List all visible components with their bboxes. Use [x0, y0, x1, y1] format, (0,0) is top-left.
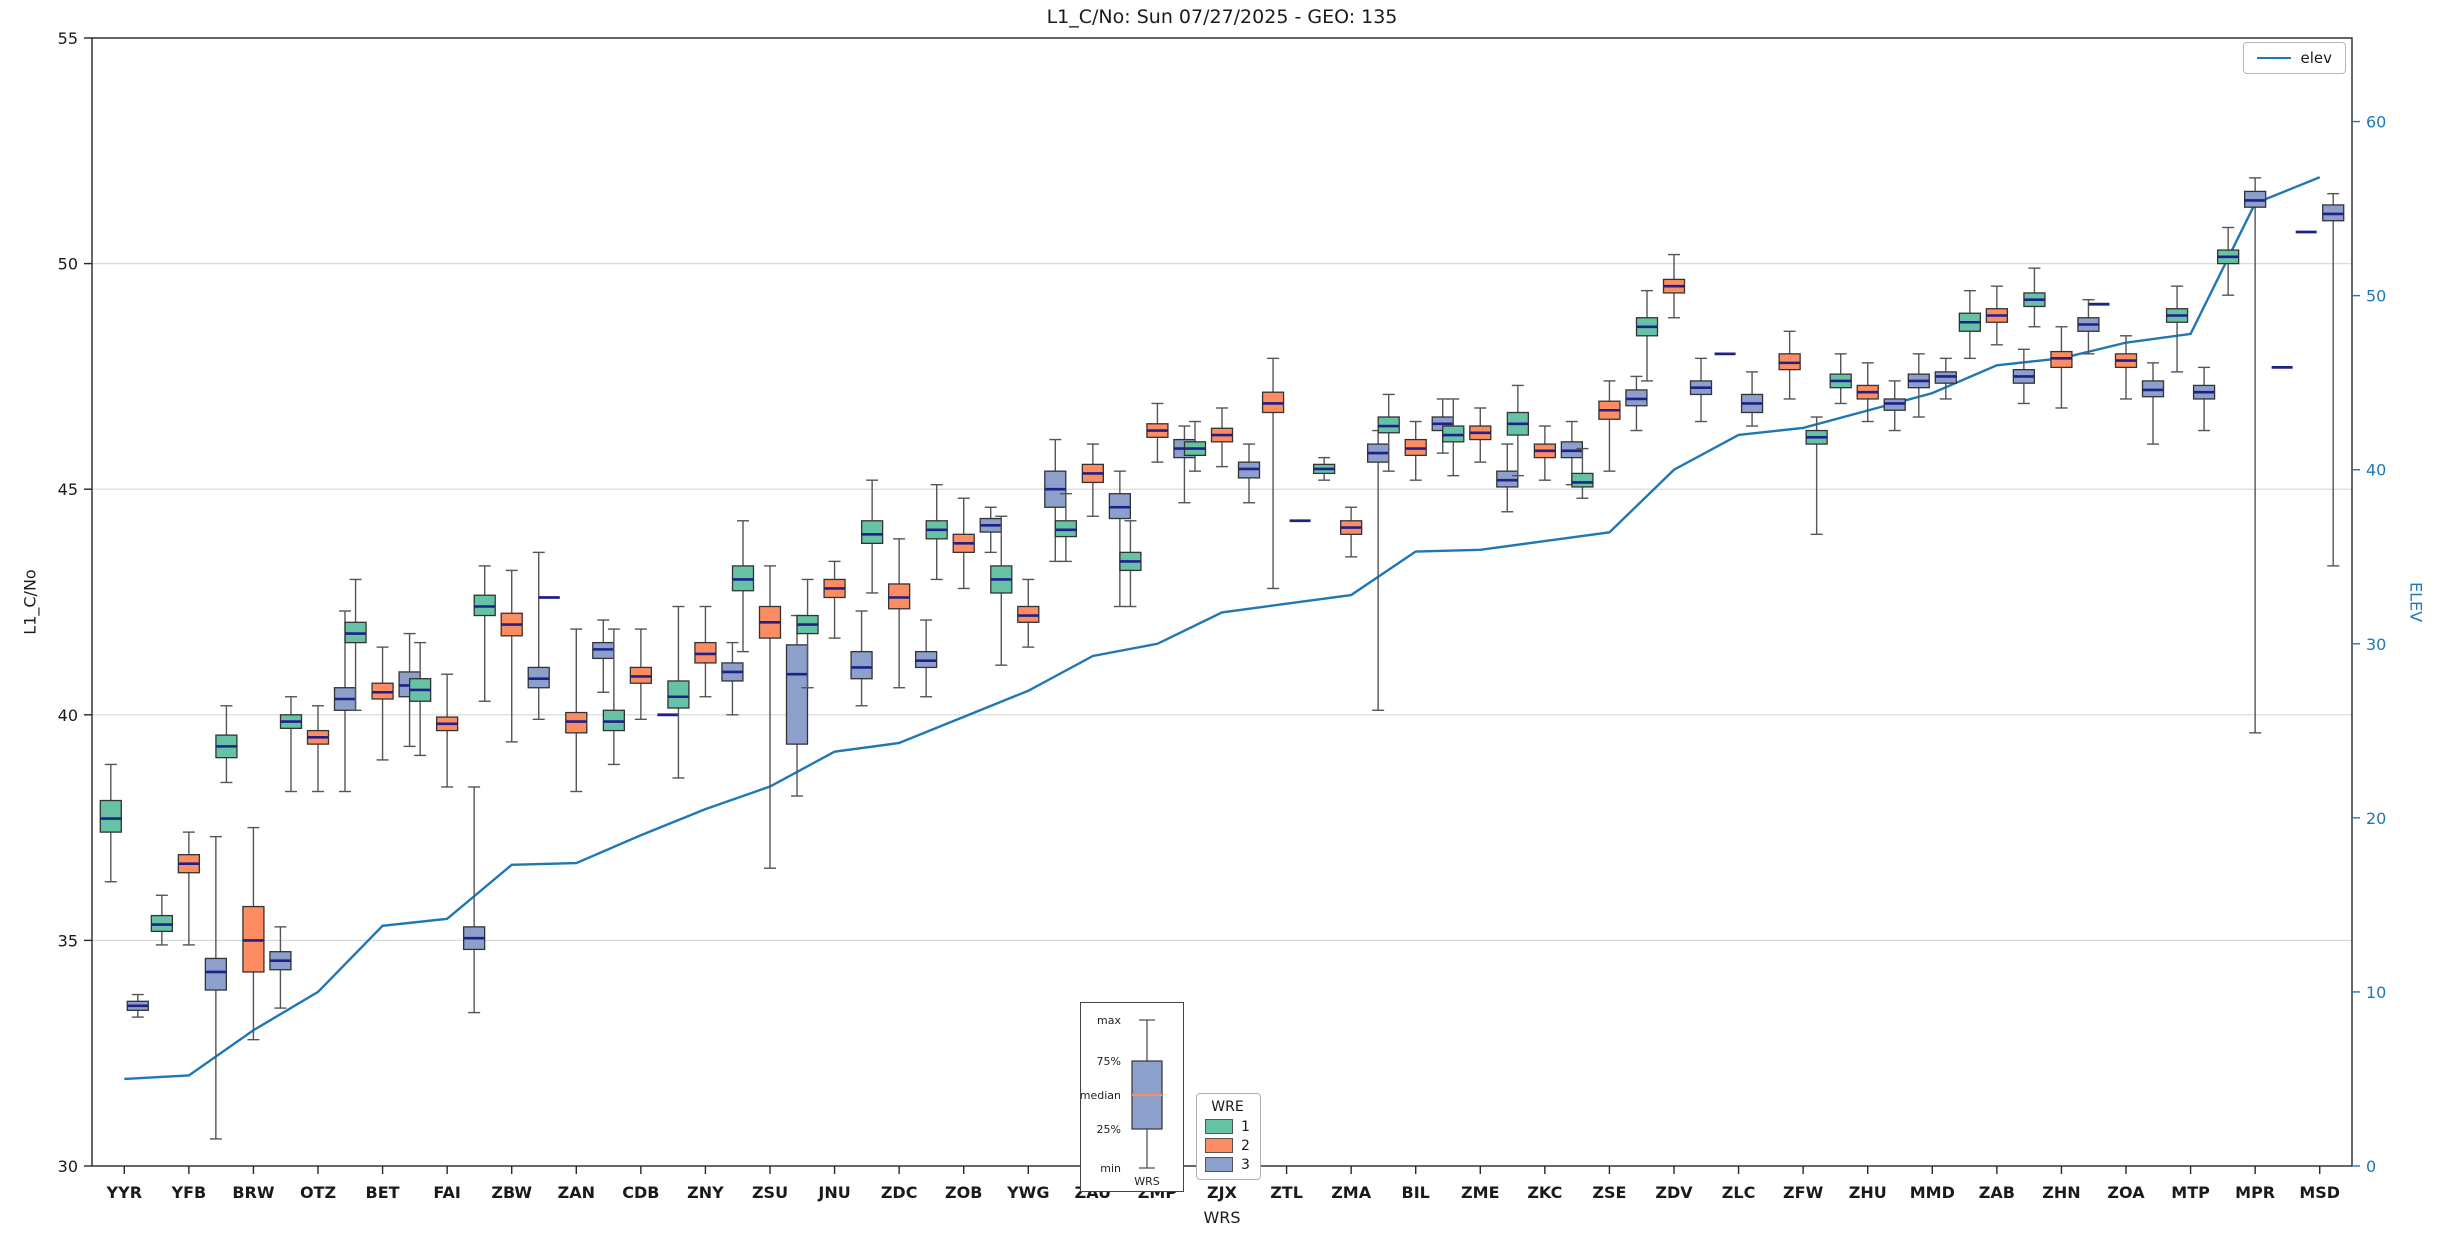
elev-legend-label: elev [2300, 49, 2332, 67]
right-axis-label: ELEV [2406, 581, 2426, 623]
x-tick-label: ZBW [491, 1183, 532, 1202]
right-tick-label: 50 [2366, 287, 2386, 306]
right-tick-label: 40 [2366, 461, 2386, 480]
wre3-swatch-icon [1205, 1157, 1233, 1172]
x-tick-label: BIL [1402, 1183, 1430, 1202]
left-tick-label: 45 [58, 480, 78, 499]
inset-label-median: median [1081, 1089, 1121, 1102]
x-tick-label: ZJX [1207, 1183, 1238, 1202]
left-tick-label: 55 [58, 29, 78, 48]
x-tick-label: ZSE [1592, 1183, 1626, 1202]
box-wre3 [850, 650, 873, 680]
wre1-label: 1 [1241, 1118, 1250, 1135]
wre-legend-entry-3: 3 [1205, 1157, 1250, 1172]
left-tick-label: 35 [58, 931, 78, 950]
x-tick-label: YWG [1006, 1183, 1049, 1202]
wre-legend-entry-2: 2 [1205, 1138, 1250, 1153]
wre2-swatch-icon [1205, 1138, 1233, 1153]
x-tick-label: ZOB [945, 1183, 982, 1202]
x-tick-label: BET [366, 1183, 400, 1202]
x-tick-label: MPR [2235, 1183, 2275, 1202]
x-tick-label: ZLC [1722, 1183, 1756, 1202]
x-tick-label: ZME [1461, 1183, 1499, 1202]
left-tick-label: 50 [58, 255, 78, 274]
wre-legend-title: WRE [1211, 1099, 1244, 1115]
box-wre1 [1571, 472, 1594, 488]
x-axis-label: WRS [1203, 1208, 1241, 1227]
elev-line [124, 176, 2321, 1081]
inset-label-min: min [1100, 1162, 1121, 1175]
x-tick-label: ZTL [1270, 1183, 1303, 1202]
x-tick-label: ZMA [1331, 1183, 1372, 1202]
left-tick-label: 40 [58, 706, 78, 725]
box-wre3 [785, 644, 809, 745]
right-tick-label: 20 [2366, 809, 2386, 828]
box-wre3 [204, 957, 228, 991]
x-tick-label: FAI [433, 1183, 460, 1202]
plot-frame [91, 37, 2353, 1167]
x-tick-label: MTP [2171, 1183, 2210, 1202]
box-wre1 [860, 520, 884, 544]
x-tick-label: ZDV [1655, 1183, 1693, 1202]
boxplot-explainer-canvas: max 75% median 25% min WRS [1080, 1014, 1163, 1188]
wre2-label: 2 [1241, 1137, 1250, 1154]
x-tick-label: YFB [170, 1183, 206, 1202]
elev-legend: elev [2243, 42, 2346, 74]
x-tick-label: ZKC [1527, 1183, 1562, 1202]
x-tick-label: ZDC [881, 1183, 918, 1202]
x-tick-label: ZFW [1783, 1183, 1824, 1202]
inset-label-25: 25% [1097, 1123, 1121, 1136]
inset-label-max: max [1097, 1014, 1121, 1027]
wre3-label: 3 [1241, 1156, 1250, 1173]
x-tick-label: JNU [817, 1183, 850, 1202]
x-tick-label: ZAB [1979, 1183, 2015, 1202]
left-axis-label: L1_C/No [20, 569, 40, 635]
x-tick-label: ZAN [558, 1183, 595, 1202]
x-tick-label: YYR [106, 1183, 143, 1202]
x-tick-label: ZHN [2042, 1183, 2080, 1202]
x-tick-label: MSD [2299, 1183, 2340, 1202]
right-tick-label: 10 [2366, 983, 2386, 1002]
x-tick-label: ZOA [2107, 1183, 2145, 1202]
chart-title: L1_C/No: Sun 07/27/2025 - GEO: 135 [1046, 6, 1398, 28]
wre-legend: WRE 1 2 3 [1196, 1093, 1261, 1180]
elev-line-icon [2257, 57, 2292, 59]
inset-xlabel: WRS [1134, 1175, 1160, 1188]
x-tick-label: BRW [232, 1183, 275, 1202]
wre-legend-entry-1: 1 [1205, 1119, 1250, 1134]
right-tick-label: 30 [2366, 635, 2386, 654]
right-tick-label: 0 [2366, 1157, 2376, 1176]
boxplot-explainer: max 75% median 25% min WRS [1080, 1002, 1184, 1192]
x-tick-label: ZHU [1849, 1183, 1887, 1202]
inset-label-75: 75% [1097, 1055, 1121, 1068]
x-tick-label: ZSU [752, 1183, 788, 1202]
x-tick-label: ZNY [687, 1183, 724, 1202]
box-wre1 [99, 799, 122, 833]
x-tick-label: MMD [1910, 1183, 1955, 1202]
left-tick-label: 30 [58, 1157, 78, 1176]
box-wre1 [667, 680, 690, 709]
right-tick-label: 60 [2366, 113, 2386, 132]
x-tick-label: OTZ [300, 1183, 336, 1202]
x-tick-label: CDB [622, 1183, 659, 1202]
wre1-swatch-icon [1205, 1119, 1233, 1134]
